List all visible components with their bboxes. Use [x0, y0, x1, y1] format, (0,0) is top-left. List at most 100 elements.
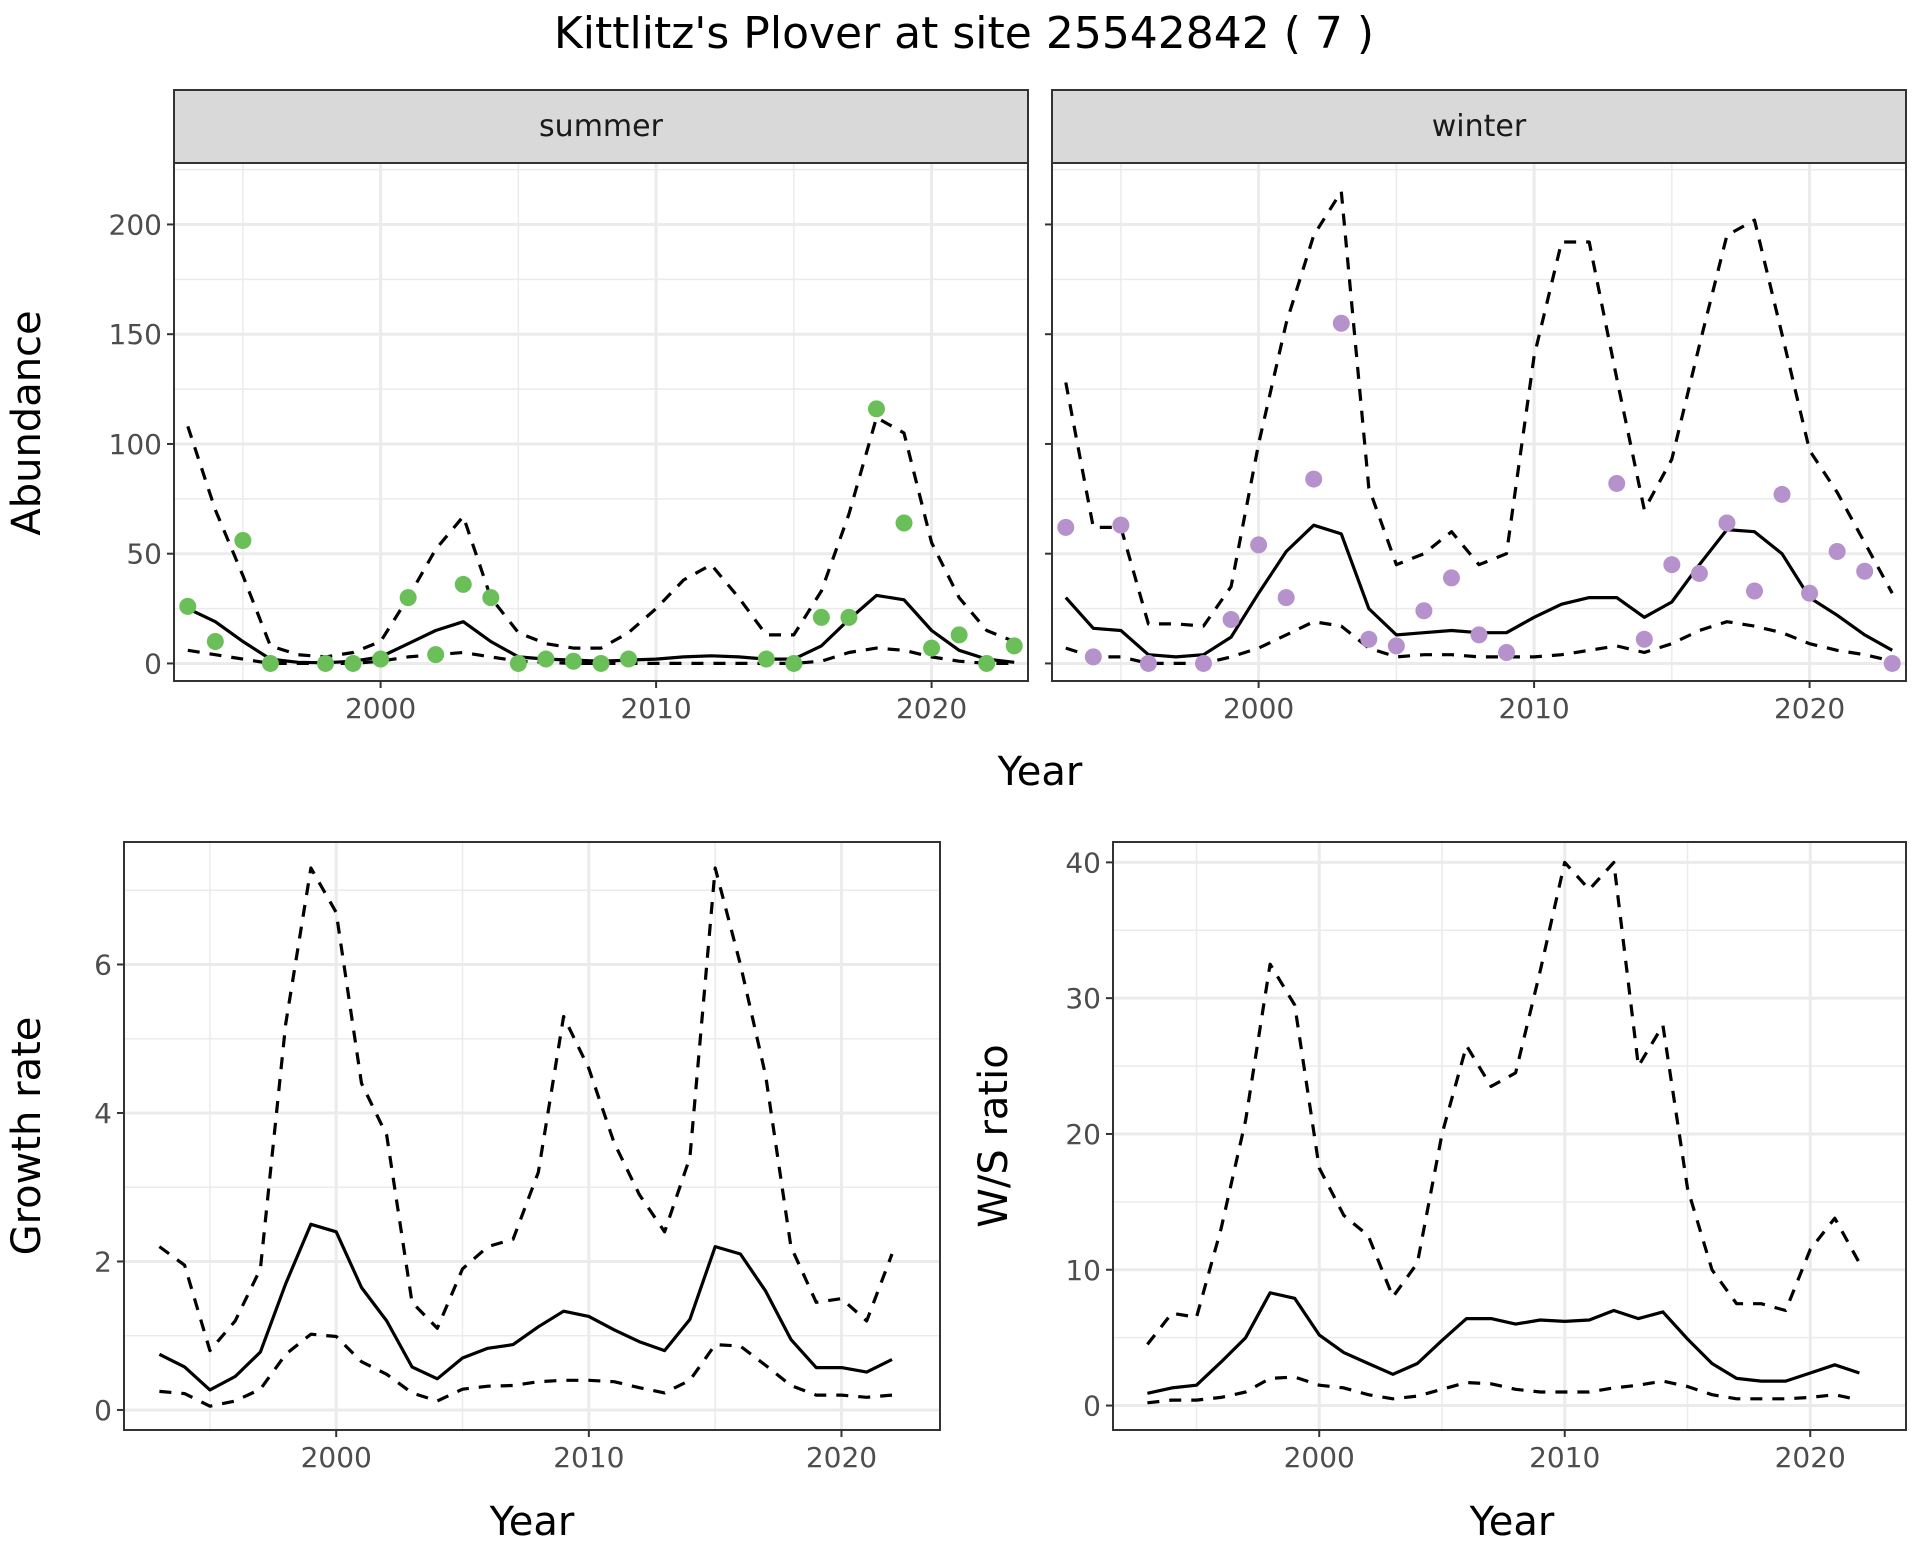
- series-line-upper-bound: [1064, 189, 1894, 628]
- data-point-summer: [427, 646, 445, 664]
- panel-border: [1051, 162, 1907, 682]
- data-point-winter: [1883, 654, 1901, 672]
- y-tick-label: 2: [94, 1245, 112, 1278]
- x-tick-label: 2000: [345, 692, 416, 725]
- data-point-summer: [344, 654, 362, 672]
- data-point-summer: [592, 654, 610, 672]
- y-tick-label: 200: [109, 208, 162, 241]
- data-point-summer: [564, 652, 582, 670]
- data-point-summer: [261, 654, 279, 672]
- data-point-winter: [1250, 536, 1268, 554]
- data-point-summer: [179, 597, 197, 615]
- data-point-summer: [482, 589, 500, 607]
- data-point-winter: [1498, 643, 1516, 661]
- y-axis-label-growth-rate: Growth rate: [4, 1017, 50, 1256]
- strip-label-summer: summer: [539, 109, 664, 144]
- data-point-winter: [1856, 562, 1874, 580]
- data-point-winter: [1773, 485, 1791, 503]
- data-point-summer: [620, 650, 638, 668]
- data-point-summer: [757, 650, 775, 668]
- data-point-winter: [1801, 584, 1819, 602]
- data-point-winter: [1745, 582, 1763, 600]
- data-point-summer: [895, 514, 913, 532]
- data-point-summer: [537, 650, 555, 668]
- data-point-summer: [840, 608, 858, 626]
- data-point-winter: [1470, 626, 1488, 644]
- panel-growth-rate: 2000 2010 2020 0 2 4 6: [94, 841, 941, 1474]
- data-point-winter: [1195, 654, 1213, 672]
- data-point-winter: [1718, 514, 1736, 532]
- data-point-winter: [1139, 654, 1157, 672]
- x-tick-label: 2000: [1284, 1441, 1355, 1474]
- data-point-winter: [1608, 474, 1626, 492]
- series-line-upper-bound: [158, 866, 894, 1353]
- data-point-summer: [399, 589, 417, 607]
- panel-border: [173, 162, 1029, 682]
- series-line-estimate: [158, 1222, 893, 1392]
- x-axis-label-top: Year: [997, 749, 1083, 795]
- strip-summer: [173, 89, 1029, 164]
- chart-title: Kittlitz's Plover at site 25542842 ( 7 ): [554, 8, 1374, 59]
- y-axis-label-ws-ratio: W/S ratio: [971, 1044, 1017, 1227]
- y-tick-label: 20: [1065, 1118, 1101, 1151]
- panel-winter: winter 2000 2010 2020: [1045, 89, 1907, 725]
- x-tick-label: 2010: [1529, 1441, 1600, 1474]
- data-point-winter: [1222, 611, 1240, 629]
- data-point-winter: [1415, 602, 1433, 620]
- y-tick-label: 50: [126, 538, 162, 571]
- plot-background: [1113, 842, 1906, 1430]
- y-tick-label: 0: [94, 1394, 112, 1427]
- x-tick-label: 2010: [620, 692, 691, 725]
- strip-label-winter: winter: [1432, 109, 1527, 144]
- data-point-winter: [1828, 543, 1846, 560]
- x-tick-label: 2020: [1775, 1441, 1846, 1474]
- data-point-summer: [923, 639, 941, 657]
- data-point-winter: [1057, 518, 1075, 536]
- plot-background: [1052, 163, 1906, 681]
- x-tick-label: 2020: [896, 692, 967, 725]
- data-point-winter: [1635, 630, 1653, 648]
- data-point-summer: [950, 626, 968, 644]
- y-tick-label: 100: [109, 428, 162, 461]
- y-tick-label: 0: [1083, 1390, 1101, 1423]
- plot-summer: 2000 2010 2020 0 50 100 150 200: [109, 162, 1029, 725]
- series-line-upper-bound: [1146, 860, 1861, 1346]
- panel-summer: summer 2000 2010 2020 0 50 100 150 200: [109, 89, 1029, 725]
- series-line-estimate: [1147, 1291, 1860, 1395]
- x-axis-label-growth-rate: Year: [489, 1499, 575, 1545]
- data-point-winter: [1442, 569, 1460, 587]
- y-tick-label: 4: [94, 1097, 112, 1130]
- data-point-winter: [1112, 516, 1130, 534]
- data-point-winter: [1387, 637, 1405, 655]
- plot-background: [124, 842, 940, 1430]
- y-axis-label-abundance: Abundance: [4, 310, 50, 535]
- x-tick-label: 2000: [1223, 692, 1294, 725]
- plot-growth-rate: 2000 2010 2020 0 2 4 6: [94, 841, 941, 1474]
- data-point-winter: [1305, 470, 1323, 488]
- data-point-summer: [867, 400, 885, 418]
- data-point-winter: [1277, 589, 1295, 607]
- y-tick-label: 10: [1065, 1254, 1101, 1287]
- data-point-summer: [454, 575, 472, 593]
- x-tick-label: 2010: [1498, 692, 1569, 725]
- series-line-lower-bound: [159, 1332, 893, 1408]
- data-point-winter: [1360, 630, 1378, 648]
- data-point-summer: [206, 632, 224, 650]
- strip-winter: [1051, 89, 1907, 164]
- y-tick-label: 150: [109, 318, 162, 351]
- data-point-summer: [372, 650, 390, 668]
- data-point-summer: [317, 654, 335, 672]
- y-tick-label: 0: [144, 647, 162, 680]
- x-tick-label: 2000: [301, 1441, 372, 1474]
- data-point-summer: [785, 654, 803, 672]
- data-point-winter: [1663, 556, 1681, 574]
- panel-ws-ratio: 2000 2010 2020 0 10 20 30 40: [1065, 841, 1907, 1474]
- data-point-summer: [234, 532, 252, 550]
- plot-ws-ratio: 2000 2010 2020 0 10 20 30 40: [1065, 841, 1907, 1474]
- data-point-summer: [1005, 637, 1023, 655]
- x-axis-label-ws-ratio: Year: [1469, 1499, 1555, 1545]
- y-tick-label: 30: [1065, 982, 1101, 1015]
- panel-border: [123, 841, 941, 1431]
- x-tick-label: 2020: [1774, 692, 1845, 725]
